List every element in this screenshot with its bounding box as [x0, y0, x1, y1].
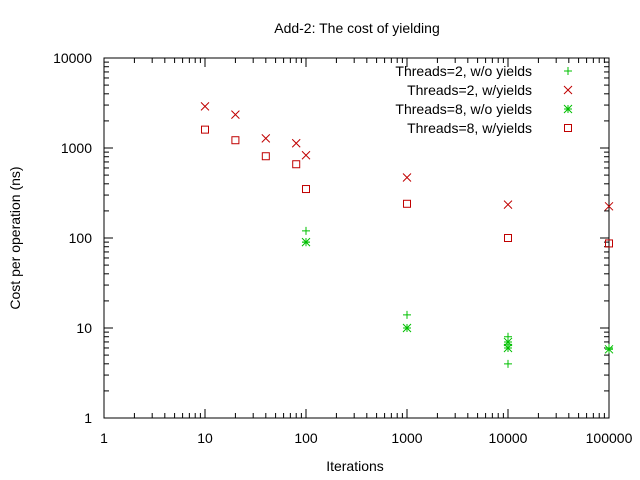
data-point — [301, 150, 311, 160]
y-tick-label: 10000 — [53, 50, 92, 66]
data-points — [200, 102, 614, 368]
data-point — [604, 201, 614, 211]
legend-item: Threads=2, w/yields — [407, 82, 573, 98]
data-point — [261, 133, 271, 143]
data-point — [302, 226, 310, 235]
data-point — [231, 110, 240, 119]
y-axis-label: Cost per operation (ns) — [7, 166, 23, 309]
legend-label: Threads=2, w/o yields — [395, 63, 532, 79]
plot-frame — [103, 57, 610, 419]
y-tick-label: 1000 — [61, 140, 92, 156]
data-point — [231, 136, 240, 145]
data-point — [503, 337, 513, 347]
x-axis-label: Iterations — [326, 458, 384, 474]
x-tick-label: 100000 — [586, 430, 633, 446]
legend-label: Threads=8, w/yields — [407, 120, 532, 136]
legend-marker — [563, 104, 573, 114]
legend-item: Threads=8, w/o yields — [395, 101, 573, 117]
data-point — [261, 152, 270, 161]
data-point — [403, 310, 411, 319]
x-tick-label: 1000 — [391, 430, 422, 446]
data-point — [292, 160, 301, 169]
series-3 — [301, 237, 614, 354]
series-4 — [201, 125, 613, 248]
data-point — [504, 359, 512, 368]
x-tick-label: 10 — [197, 430, 213, 446]
y-tick-label: 1 — [84, 410, 92, 426]
x-tick-label: 1 — [100, 430, 108, 446]
legend-marker — [564, 124, 572, 132]
legend-item: Threads=2, w/o yields — [395, 63, 572, 79]
data-point — [503, 343, 513, 353]
legend-marker — [564, 67, 572, 75]
series-1 — [302, 226, 613, 368]
legend-marker — [563, 85, 573, 95]
data-point — [503, 200, 513, 209]
data-point — [402, 173, 412, 182]
data-point — [302, 185, 310, 194]
legend: Threads=2, w/o yields Threads=2, w/yields… — [395, 63, 573, 136]
x-tick-label: 10000 — [489, 430, 528, 446]
data-point — [605, 239, 613, 248]
data-point — [402, 323, 412, 333]
y-tick-label: 100 — [69, 230, 93, 246]
data-point — [200, 102, 210, 111]
legend-item: Threads=8, w/yields — [407, 120, 572, 136]
legend-label: Threads=8, w/o yields — [395, 101, 532, 117]
series-2 — [200, 102, 614, 211]
data-point — [301, 237, 311, 247]
x-tick-label: 100 — [294, 430, 318, 446]
chart-title: Add-2: The cost of yielding — [274, 20, 440, 36]
data-point — [403, 199, 411, 208]
legend-label: Threads=2, w/yields — [407, 82, 532, 98]
data-point — [291, 138, 301, 148]
y-tick-label: 10 — [76, 320, 92, 336]
data-point — [201, 125, 209, 134]
axes: 1 10 100 1000 10000 100000 1 10 100 1000 10000 — [53, 50, 633, 446]
data-point — [504, 234, 512, 242]
data-point — [604, 344, 614, 354]
